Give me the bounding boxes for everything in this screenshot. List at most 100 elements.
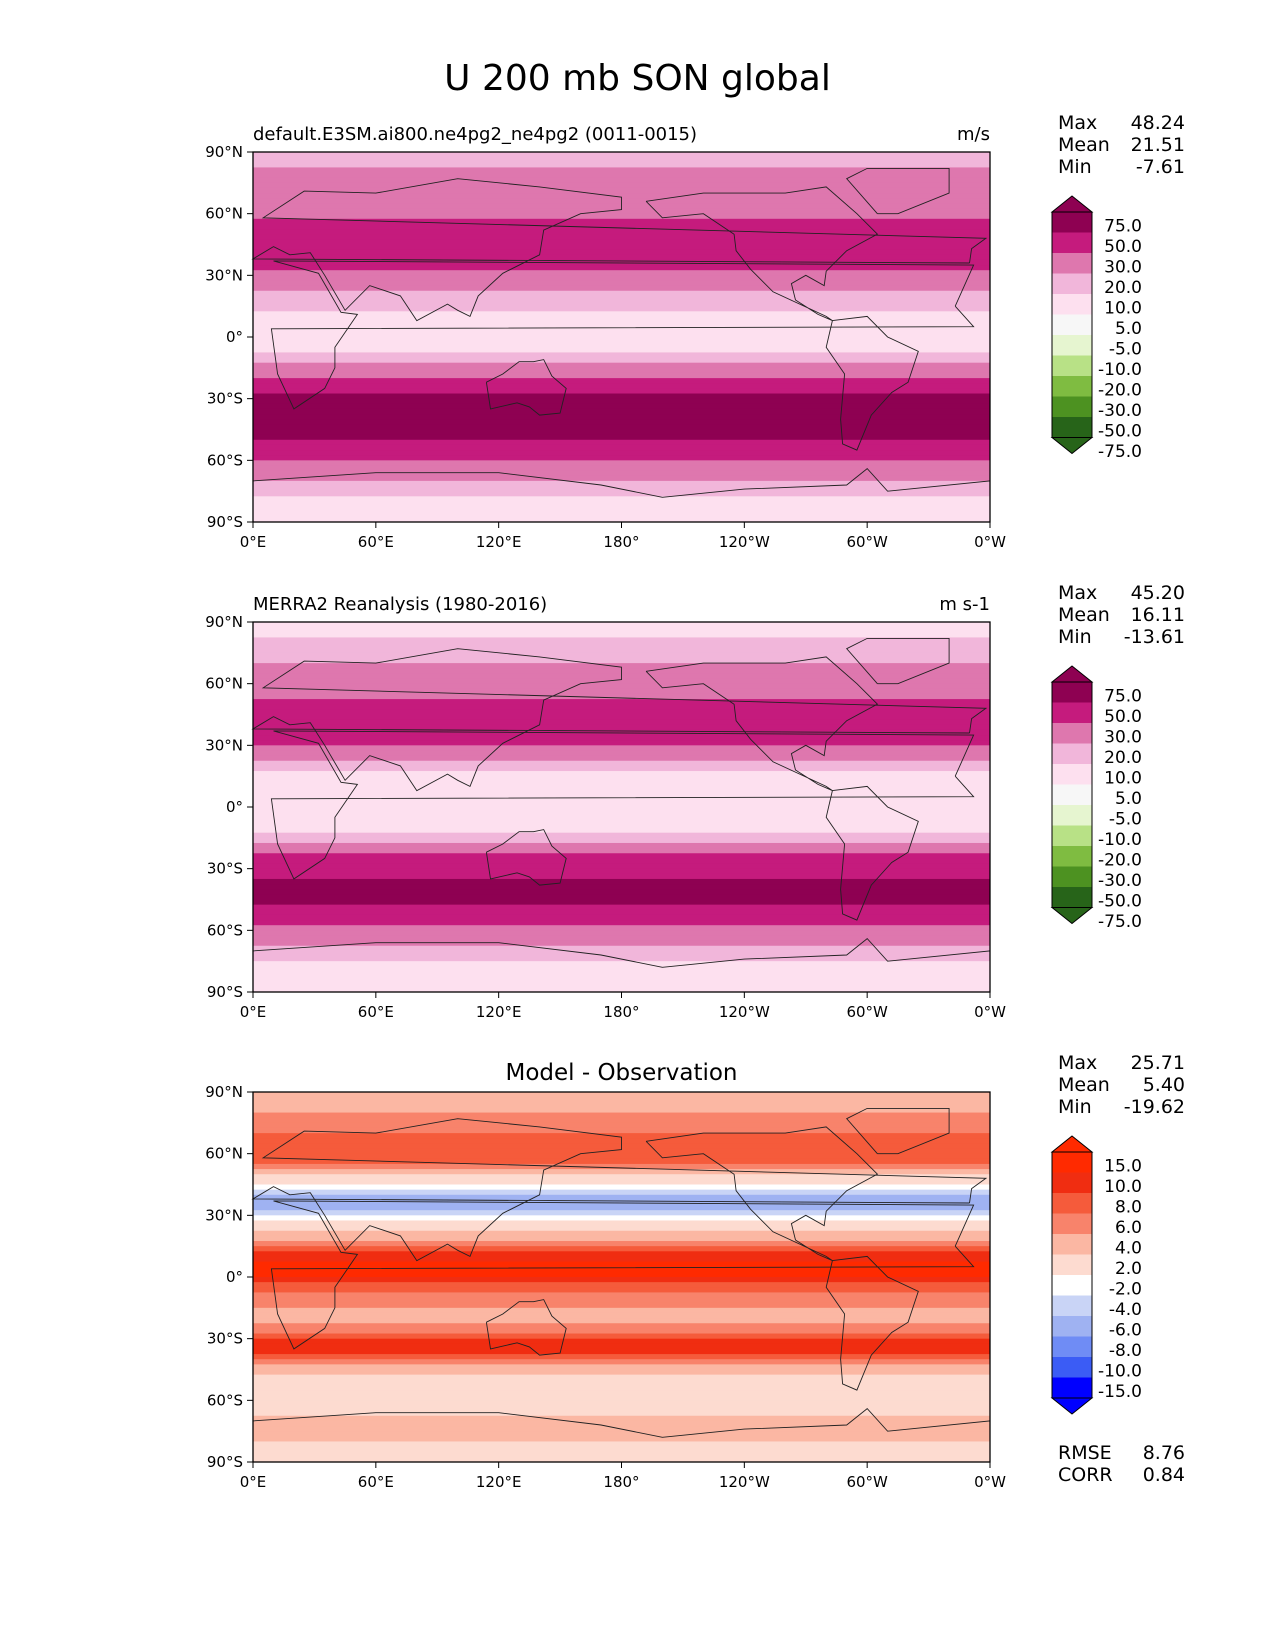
- field-band: [253, 1420, 990, 1427]
- panel-title-left: default.E3SM.ai800.ne4pg2_ne4pg2 (0011-0…: [253, 124, 697, 145]
- field-band: [253, 873, 990, 880]
- field-band: [253, 1395, 990, 1401]
- field-band: [253, 878, 990, 885]
- field-band: [253, 275, 990, 282]
- field-band: [253, 1359, 990, 1365]
- colorbar-tick-label: 50.0: [1104, 237, 1142, 257]
- field-band: [253, 167, 990, 174]
- panel-reference: 0°E 60°E 120°E 180° 120°W 60°W 0°W 90°N 60°N 30°N…: [0, 582, 1275, 1042]
- field-band: [253, 1122, 990, 1129]
- colorbar-tick-label: -30.0: [1098, 871, 1142, 891]
- colorbar-tick-label: -20.0: [1098, 851, 1142, 871]
- field-band: [253, 1220, 990, 1227]
- colorbar-tick-label: -50.0: [1098, 892, 1142, 912]
- rmse-value: 8.76: [1142, 1442, 1185, 1464]
- stat-max-label: Max: [1058, 112, 1098, 134]
- field-band: [253, 1328, 990, 1335]
- field-band: [253, 1297, 990, 1304]
- field-bands: [253, 622, 990, 993]
- field-band: [253, 647, 990, 654]
- colorbar-segment: [1052, 1172, 1092, 1194]
- field-band: [253, 213, 990, 220]
- x-tick-label: 0°W: [974, 533, 1006, 551]
- coastline: [645, 1126, 879, 1262]
- field-band: [253, 1354, 990, 1360]
- field-band: [253, 981, 990, 988]
- field-band: [253, 1343, 990, 1350]
- field-band: [253, 337, 990, 343]
- field-band: [253, 465, 990, 472]
- field-band: [253, 496, 990, 503]
- field-band: [253, 152, 990, 158]
- field-band: [253, 781, 990, 788]
- stat-mean-label: Mean: [1058, 134, 1110, 156]
- colorbar-tick-label: -10.0: [1098, 830, 1142, 850]
- map-plot-reference: 0°E 60°E 120°E 180° 120°W 60°W 0°W 90°N 60°N 30°N…: [205, 594, 1006, 1021]
- y-tick-label: 30°S: [207, 1330, 243, 1348]
- field-band: [253, 444, 990, 451]
- colorbar-extend-min: [1050, 907, 1094, 925]
- field-band: [253, 270, 990, 276]
- field-band: [253, 480, 990, 487]
- field-band: [253, 827, 990, 834]
- field-band: [253, 439, 990, 446]
- field-band: [253, 383, 990, 389]
- field-band: [253, 652, 990, 659]
- colorbar-extend-max: [1050, 1135, 1094, 1153]
- field-band: [253, 776, 990, 782]
- field-band: [253, 1246, 990, 1252]
- field-band: [253, 434, 990, 441]
- x-tick-label: 120°E: [476, 1003, 522, 1021]
- x-tick-label: 60°W: [846, 533, 888, 551]
- field-band: [253, 306, 990, 312]
- colorbar-segment: [1052, 682, 1092, 703]
- y-tick-label: 30°N: [205, 266, 243, 284]
- field-band: [253, 1107, 990, 1114]
- coastline: [845, 637, 950, 685]
- field-band: [253, 663, 990, 669]
- y-tick-label: 60°S: [207, 451, 243, 469]
- field-band: [253, 1364, 990, 1371]
- field-band: [253, 1163, 990, 1170]
- colorbar-extend-max: [1050, 665, 1094, 683]
- colorbar-segment: [1052, 1234, 1092, 1255]
- field-band: [253, 1189, 990, 1196]
- field-band: [253, 1153, 990, 1160]
- field-band: [253, 1384, 990, 1391]
- field-band: [253, 1210, 990, 1216]
- stat-min-value: -7.61: [1135, 156, 1185, 178]
- field-band: [253, 822, 990, 829]
- field-band: [253, 950, 990, 957]
- field-band: [253, 976, 990, 983]
- field-band: [253, 403, 990, 410]
- field-band: [253, 1333, 990, 1340]
- colorbar-segment: [1052, 1275, 1092, 1296]
- x-tick-label: 0°W: [974, 1473, 1006, 1491]
- field-band: [253, 1307, 990, 1314]
- field-band: [253, 688, 990, 695]
- colorbar-segment: [1052, 396, 1092, 418]
- stat-mean-value: 5.40: [1142, 1074, 1185, 1096]
- stat-max-label: Max: [1058, 582, 1098, 604]
- field-band: [253, 429, 990, 436]
- colorbar-tick-label: 75.0: [1104, 217, 1142, 237]
- field-band: [253, 1112, 990, 1119]
- field-band: [253, 966, 990, 973]
- colorbar-segment: [1052, 887, 1092, 908]
- field-band: [253, 678, 990, 685]
- field-band: [253, 765, 990, 772]
- colorbar-reference: 75.050.030.020.010.05.0-5.0-10.0-20.0-30…: [1050, 665, 1142, 932]
- x-tick-label: 120°E: [476, 533, 522, 551]
- colorbar-segment: [1052, 702, 1092, 724]
- field-band: [253, 311, 990, 318]
- colorbar-tick-label: 10.0: [1104, 769, 1142, 789]
- field-band: [253, 807, 990, 813]
- coastline: [251, 648, 988, 792]
- corr-label: CORR: [1058, 1464, 1113, 1486]
- field-band: [253, 642, 990, 649]
- field-band: [253, 254, 990, 261]
- colorbar-tick-label: 10.0: [1104, 1177, 1142, 1197]
- colorbar-tick-label: -75.0: [1098, 442, 1142, 462]
- colorbar-extend-max: [1050, 195, 1094, 213]
- stat-mean-value: 16.11: [1130, 604, 1185, 626]
